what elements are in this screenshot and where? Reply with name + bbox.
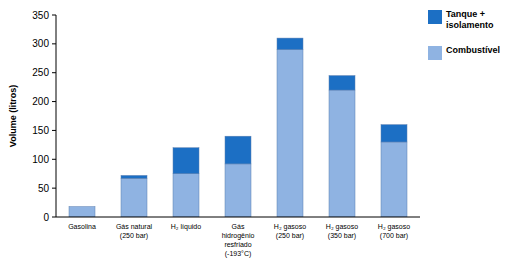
legend-swatch — [428, 46, 442, 60]
x-tick-label-line: H₂ gasoso — [326, 223, 358, 231]
x-tick-label-line: (350 bar) — [328, 232, 356, 240]
y-tick — [52, 130, 56, 131]
y-axis — [56, 15, 57, 217]
bar-segment — [69, 207, 95, 217]
legend-label: Combustível — [446, 45, 500, 55]
bar-segment — [329, 76, 355, 90]
x-tick-label: H₂ gasoso(350 bar) — [326, 223, 358, 240]
y-tick-label: 100 — [32, 154, 49, 165]
bar-segment — [173, 148, 199, 174]
y-tick-label: 150 — [32, 125, 49, 136]
y-tick — [52, 101, 56, 102]
y-tick — [52, 43, 56, 44]
bar-segment — [121, 178, 147, 217]
bar-segment — [69, 206, 95, 207]
bar-segment — [173, 174, 199, 217]
bar-segment — [121, 175, 147, 178]
y-axis-title: Volume (litros) — [8, 85, 18, 147]
x-tick-label-line: (-193°C) — [225, 250, 252, 258]
bar-segment — [225, 164, 251, 217]
bar-segment — [277, 38, 303, 50]
chart: 0 50 100 150 200 250 300 350 Volume (litros) Gaso… — [0, 0, 511, 280]
y-tick — [52, 159, 56, 160]
bar-segment — [381, 142, 407, 217]
y-tick-label: 300 — [32, 38, 49, 49]
bars — [69, 38, 407, 217]
bar-segment — [277, 50, 303, 217]
x-tick-label-line: H₂ gasoso — [274, 223, 306, 231]
x-tick-label-line: resfriado — [224, 241, 251, 248]
bar-segment — [381, 125, 407, 142]
legend-label-line: Combustível — [446, 45, 500, 55]
legend-label: Tanque +isolamento — [446, 9, 494, 30]
bar-segment — [225, 136, 251, 164]
x-tick-label-line: Gás natural — [116, 223, 153, 230]
x-axis — [56, 217, 420, 218]
bar-segment — [329, 90, 355, 217]
y-tick — [52, 72, 56, 73]
y-tick-label: 0 — [43, 212, 49, 223]
x-tick-label-line: H₂ gasoso — [378, 223, 410, 231]
x-tick-label: Gás natural (250 bar) — [116, 223, 153, 240]
x-tick-label: Gás hidrogênioresfriado (-193°C) — [222, 223, 255, 258]
y-tick-label: 350 — [32, 10, 49, 21]
x-tick-label-line: (250 bar) — [276, 232, 304, 240]
legend-label-line: Tanque + — [446, 9, 485, 19]
x-tick-label-line: Gás — [232, 223, 245, 230]
x-tick-label-line: (700 bar) — [380, 232, 408, 240]
y-tick-label: 50 — [38, 183, 50, 194]
x-tick-label-line: Gasolina — [68, 223, 96, 230]
y-tick — [52, 188, 56, 189]
y-tick — [52, 217, 56, 218]
y-tick-label: 200 — [32, 96, 49, 107]
legend-swatch — [428, 10, 442, 24]
x-tick-label: Gasolina — [68, 223, 96, 230]
x-tick-label: H₂ gasoso(250 bar) — [274, 223, 306, 240]
x-tick-label: H₂ gasoso(700 bar) — [378, 223, 410, 240]
x-tick-label-line: hidrogênio — [222, 232, 255, 240]
y-tick-label: 250 — [32, 67, 49, 78]
x-tick-label-line: (250 bar) — [120, 232, 148, 240]
y-tick — [52, 15, 56, 16]
x-tick-label-line: H₂ líquido — [171, 223, 201, 231]
x-tick-label: H₂ líquido — [171, 223, 201, 231]
legend-label-line: isolamento — [446, 20, 494, 30]
